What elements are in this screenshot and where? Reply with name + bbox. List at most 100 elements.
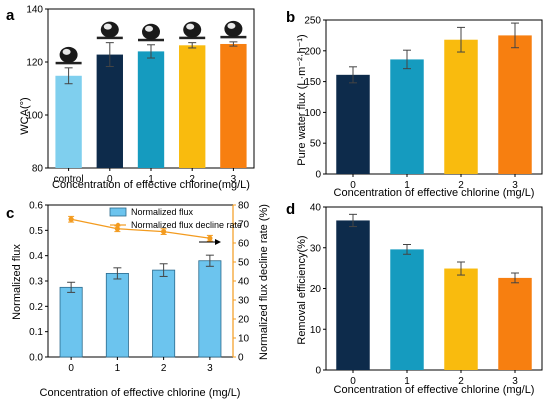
bar	[498, 277, 532, 370]
line-point	[68, 216, 74, 222]
bar	[336, 220, 370, 370]
y2-tick-label: 80	[238, 201, 250, 212]
contact-angle-droplet-icon	[55, 46, 82, 65]
droplet-substrate	[96, 36, 123, 40]
droplet-body	[59, 46, 78, 63]
x-tick-label: 0	[350, 180, 356, 191]
y2-tick-label: 40	[238, 277, 250, 288]
bar	[336, 74, 370, 174]
panel-d-plot: 0 10 20 30 40 0 1 2 3	[310, 203, 543, 387]
bar	[444, 39, 478, 174]
droplet-highlight	[227, 22, 236, 29]
droplet-substrate	[138, 38, 164, 42]
x-tick-label: 1	[404, 180, 410, 191]
y-tick-label: 100	[304, 108, 321, 119]
y-tick-label: 30	[310, 243, 322, 254]
y-tick-label: 0.5	[29, 226, 43, 237]
droplet-body	[183, 21, 202, 38]
panel-c-letter: c	[6, 205, 14, 222]
bar	[152, 269, 176, 358]
panel-b: b 0 50 100 150 200 250 0 1 2 3 Pure water flux (L…	[286, 9, 543, 199]
contact-angle-droplet-icon	[220, 20, 247, 39]
x-tick-label: 2	[458, 180, 464, 191]
bar	[498, 35, 532, 175]
bar	[137, 51, 165, 168]
panel-b-plot: 0 50 100 150 200 250 0 1 2 3	[304, 16, 543, 191]
y-tick-label: 0.1	[29, 327, 43, 338]
y-tick-label: 0.2	[29, 302, 43, 313]
y2-tick-label: 60	[238, 239, 250, 250]
bar	[55, 75, 82, 168]
panel-b-frame	[325, 19, 543, 175]
y2-tick-label: 10	[238, 334, 250, 345]
y-tick-label: 140	[26, 5, 43, 16]
x-tick-label: 3	[512, 376, 518, 387]
panel-c-ylabel: Normalized flux	[11, 244, 23, 320]
droplet-substrate	[220, 35, 247, 39]
droplet-highlight	[62, 48, 71, 55]
y-tick-label: 80	[32, 164, 44, 175]
x-tick-label: 2	[458, 376, 464, 387]
panel-b-letter: b	[286, 9, 295, 26]
bar	[198, 260, 222, 358]
contact-angle-droplet-icon	[179, 21, 206, 40]
bar	[105, 272, 129, 358]
panel-a-xlabel: Concentration of effective chlorine(mg/L…	[52, 179, 250, 191]
panel-d-ylabel: Removal efficiency(%)	[296, 235, 308, 344]
x-tick-label: 3	[512, 180, 518, 191]
panel-c-plot: 0.00.10.20.30.40.50.60 1 2 3010203040506070…	[29, 201, 249, 375]
panel-b-xlabel: Concentration of effective chlorine (mg/…	[334, 187, 535, 199]
panel-b-ylabel: Pure water flux (L·m⁻²·h⁻¹)	[296, 34, 308, 165]
line-point	[161, 229, 167, 235]
droplet-body	[142, 23, 160, 40]
bar	[444, 268, 478, 370]
x-tick-label: 0	[68, 363, 74, 374]
x-tick-label: 2	[161, 363, 167, 374]
y-tick-label: 0	[315, 170, 321, 181]
contact-angle-droplet-icon	[138, 23, 164, 42]
y-tick-label: 0.4	[29, 251, 43, 262]
panel-a-letter: a	[6, 7, 15, 24]
panel-c-y2label: Normalized flux decline rate (%)	[258, 204, 270, 360]
panel-a: a 80 100 120 140 control 0 1 2 3 WCA(°) Concentr…	[6, 5, 255, 191]
y-tick-label: 0	[315, 366, 321, 377]
x-tick-label: 2	[189, 174, 195, 185]
y-tick-label: 10	[310, 325, 322, 336]
x-tick-label: 0	[107, 174, 113, 185]
x-tick-label: 3	[207, 363, 213, 374]
legend-label-decline-rate: Normalized flux decline rate	[131, 220, 242, 230]
x-tick-label: 3	[231, 174, 237, 185]
panel-c-legend: Normalized flux Normalized flux decline …	[109, 207, 242, 230]
line-point	[114, 226, 120, 232]
x-tick-label: 1	[148, 174, 154, 185]
y-tick-label: 200	[304, 46, 321, 57]
line-point	[207, 235, 213, 241]
panel-d-xlabel: Concentration of effective chlorine (mg/…	[334, 384, 535, 396]
droplet-body	[100, 21, 119, 38]
panel-c-xlabel: Concentration of effective chlorine (mg/…	[40, 387, 241, 399]
panel-c-axis-arrow	[199, 239, 221, 245]
y-tick-label: 0.3	[29, 277, 43, 288]
droplet-body	[224, 20, 243, 37]
y-tick-label: 0.0	[29, 353, 43, 364]
series-line-decline-rate	[71, 218, 210, 239]
panel-a-ylabel: WCA(°)	[19, 97, 31, 134]
right-axis-arrow-head	[215, 239, 221, 245]
y2-tick-label: 30	[238, 296, 250, 307]
y-tick-label: 150	[304, 77, 321, 88]
panel-c: c 0.00.10.20.30.40.50.60 1 2 30102030405060…	[6, 201, 270, 400]
y2-tick-label: 70	[238, 220, 250, 231]
y2-tick-label: 20	[238, 315, 250, 326]
y2-tick-label: 0	[238, 353, 244, 364]
legend-swatch-normalized-flux	[109, 207, 127, 217]
bar	[179, 45, 206, 168]
y-tick-label: 120	[26, 58, 43, 69]
x-tick-label: 0	[350, 376, 356, 387]
droplet-substrate	[179, 36, 206, 40]
bar	[390, 59, 424, 175]
panel-d-letter: d	[286, 201, 295, 218]
y-tick-label: 40	[310, 203, 322, 214]
legend-label-normalized-flux: Normalized flux	[131, 207, 194, 217]
y-tick-label: 250	[304, 16, 321, 27]
y-tick-label: 50	[310, 139, 322, 150]
